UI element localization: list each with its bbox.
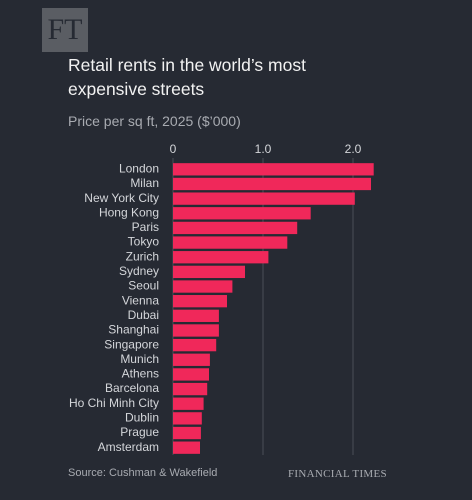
y-tick-label: Sydney [119, 264, 159, 278]
y-tick-label: Dubai [128, 308, 159, 322]
y-tick-label: Milan [130, 176, 159, 190]
bar [173, 397, 204, 410]
bar [173, 265, 245, 279]
bar [173, 353, 210, 366]
bar [173, 280, 233, 293]
x-tick-label: 1.0 [255, 142, 272, 156]
source: Source: Cushman & Wakefield [68, 467, 218, 479]
bar [173, 251, 269, 264]
bar [173, 324, 219, 337]
y-tick-label: Ho Chi Minh City [69, 396, 159, 410]
y-tick-label: Tokyo [128, 235, 160, 249]
y-tick-label: Singapore [104, 337, 159, 351]
bar [173, 412, 202, 425]
bar [173, 236, 288, 249]
y-tick-label: Vienna [122, 293, 159, 307]
bar [173, 207, 311, 220]
bar [173, 426, 201, 440]
bar [173, 368, 209, 381]
y-tick-label: Paris [132, 220, 159, 234]
bar [173, 163, 374, 176]
x-tick-label: 2.0 [345, 142, 362, 156]
bar [173, 338, 217, 352]
y-tick-label: Dublin [125, 411, 159, 425]
chart-subtitle: Price per sq ft, 2025 ($’000) [68, 113, 241, 129]
y-tick-label: Zurich [126, 249, 159, 263]
logo: FT [42, 8, 88, 52]
bar [173, 295, 227, 308]
x-tick-label: 0 [170, 142, 177, 156]
publisher: FINANCIAL TIMES [288, 468, 387, 480]
y-tick-label: Munich [120, 352, 159, 366]
bar [173, 382, 208, 396]
bar [173, 441, 200, 454]
bar [173, 221, 298, 235]
bar [173, 309, 219, 322]
y-tick-label: Shanghai [108, 323, 159, 337]
bar [173, 192, 355, 205]
y-tick-label: New York City [84, 191, 159, 205]
y-tick-label: London [119, 161, 159, 175]
y-tick-label: Seoul [128, 279, 159, 293]
y-tick-label: Prague [120, 425, 159, 439]
y-tick-label: Athens [122, 367, 159, 381]
y-tick-label: Barcelona [105, 381, 159, 395]
y-tick-label: Amsterdam [98, 440, 159, 454]
bar [173, 177, 371, 191]
chart-title: Retail rents in the world’s most expensi… [68, 55, 306, 99]
y-tick-label: Hong Kong [99, 205, 159, 219]
